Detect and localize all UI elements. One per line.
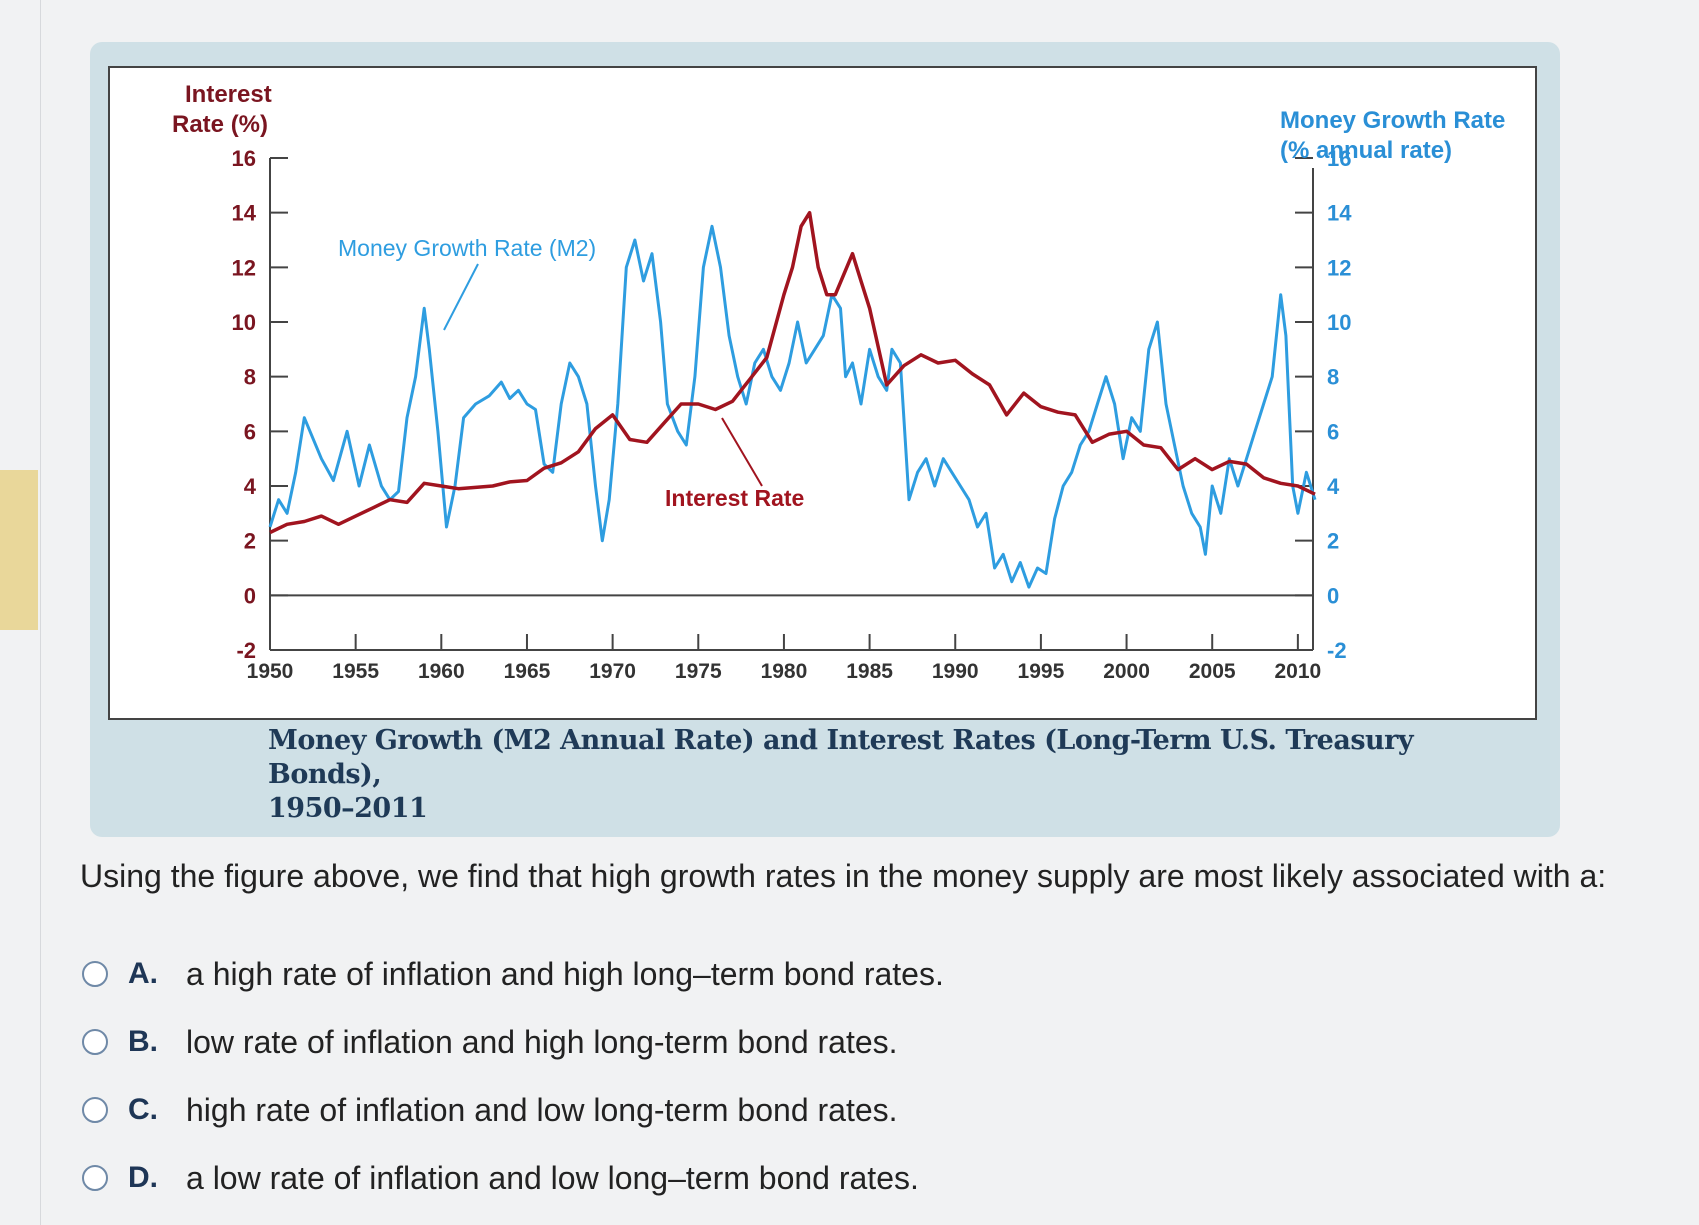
left-y-tick-label: 14 [232, 201, 257, 226]
right-y-tick-label: 8 [1327, 365, 1339, 390]
left-axis-title-line2: Rate (%) [172, 111, 268, 138]
right-y-tick-label: 6 [1327, 419, 1339, 444]
option-b[interactable]: B. low rate of inflation and high long-t… [82, 1008, 944, 1076]
radio-button-c[interactable] [82, 1097, 108, 1123]
x-tick-label: 1995 [1018, 660, 1065, 683]
x-tick-label: 1985 [846, 660, 893, 683]
option-a-letter: A. [128, 957, 158, 990]
left-y-tick-label: 4 [244, 474, 257, 499]
right-axis-title-line2: (% annual rate) [1280, 137, 1452, 164]
option-c-letter: C. [128, 1093, 158, 1126]
left-y-tick-label: 10 [232, 310, 256, 335]
option-d-text: a low rate of inflation and low long–ter… [186, 1159, 919, 1196]
right-y-tick-label: 16 [1327, 146, 1351, 171]
right-y-tick-label: 14 [1327, 201, 1352, 226]
right-y-tick-label: 2 [1327, 529, 1339, 554]
radio-button-b[interactable] [82, 1029, 108, 1055]
x-tick-label: 2000 [1103, 660, 1150, 683]
caption-line-2: 1950–2011 [268, 793, 428, 824]
caption-line-1: Money Growth (M2 Annual Rate) and Intere… [268, 725, 1414, 790]
option-d[interactable]: D. a low rate of inflation and low long–… [82, 1144, 944, 1212]
option-d-letter: D. [128, 1161, 158, 1194]
money-growth-series-line [268, 224, 1317, 589]
question-text: Using the figure above, we find that hig… [80, 858, 1607, 894]
x-tick-label: 1980 [761, 660, 808, 683]
radio-button-a[interactable] [82, 961, 108, 987]
x-tick-label: 2010 [1275, 660, 1322, 683]
x-tick-label: 2005 [1189, 660, 1236, 683]
left-y-tick-label: 0 [244, 583, 256, 608]
option-c-text: high rate of inflation and low long-term… [186, 1091, 898, 1128]
x-tick-label: 1960 [418, 660, 465, 683]
left-y-tick-label: -2 [236, 638, 256, 663]
right-y-tick-label: 0 [1327, 583, 1339, 608]
right-y-tick-label: -2 [1327, 638, 1347, 663]
chart-frame: 16 16 14 14 12 12 10 10 8 8 6 6 4 4 2 2 0 0 -2 -2 1950 1955 19… [108, 66, 1537, 720]
right-y-tick-label: 4 [1327, 474, 1340, 499]
annotation-money-growth: Money Growth Rate (M2) [338, 235, 596, 261]
x-tick-label: 1990 [932, 660, 979, 683]
left-y-tick-label: 6 [244, 419, 256, 444]
left-y-tick-label: 16 [232, 146, 256, 171]
x-tick-label: 1955 [332, 660, 379, 683]
annotation-interest-rate-leader [721, 417, 763, 487]
option-b-text: low rate of inflation and high long-term… [186, 1023, 898, 1060]
left-y-tick-label: 8 [244, 365, 256, 390]
option-a[interactable]: A. a high rate of inflation and high lon… [82, 940, 944, 1008]
answer-options: A. a high rate of inflation and high lon… [82, 940, 944, 1212]
option-b-letter: B. [128, 1025, 158, 1058]
figure-caption: Money Growth (M2 Annual Rate) and Intere… [268, 724, 1468, 826]
left-y-tick-label: 2 [244, 529, 256, 554]
option-a-text: a high rate of inflation and high long–t… [186, 955, 944, 992]
option-c[interactable]: C. high rate of inflation and low long-t… [82, 1076, 944, 1144]
left-y-tick-label: 12 [232, 255, 256, 280]
annotation-interest-rate: Interest Rate [665, 485, 804, 511]
left-margin-marker [0, 470, 38, 630]
annotation-money-growth-leader [443, 263, 479, 331]
x-tick-label: 1965 [504, 660, 551, 683]
right-y-tick-label: 12 [1327, 255, 1351, 280]
radio-button-d[interactable] [82, 1165, 108, 1191]
right-y-tick-label: 10 [1327, 310, 1351, 335]
x-tick-label: 1970 [589, 660, 636, 683]
x-tick-label: 1975 [675, 660, 722, 683]
interest-rate-series-line [269, 210, 1316, 535]
x-tick-label: 1950 [247, 660, 294, 683]
left-axis-title-line1: Interest [185, 81, 272, 108]
right-axis-title-line1: Money Growth Rate [1280, 107, 1505, 134]
page-left-border [40, 0, 41, 1225]
